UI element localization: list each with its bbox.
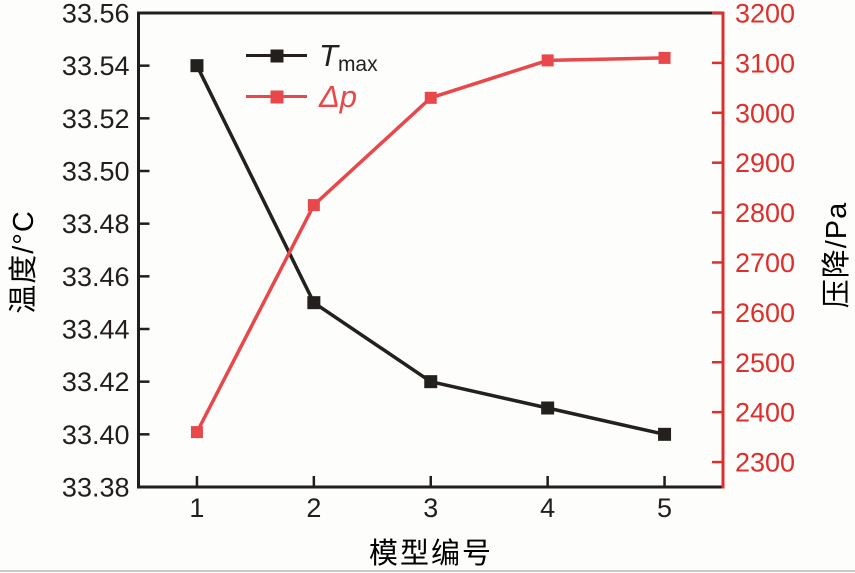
right-axis-title: 压降/Pa: [821, 201, 853, 309]
legend-item-dp: Δp: [246, 76, 378, 117]
left-tick-label: 33.52: [62, 104, 130, 134]
right-tick-label: 3200: [735, 0, 795, 29]
data-point-marker-delta-p: [541, 54, 554, 67]
data-point-marker-delta-p: [190, 426, 203, 439]
legend-label-tmax-subscript: max: [337, 53, 378, 76]
right-tick-label: 2400: [735, 398, 795, 428]
data-point-marker-T_max: [541, 401, 555, 415]
data-point-marker-T_max: [307, 296, 321, 310]
x-tick-label: 3: [423, 493, 438, 523]
scan-edge-line: [0, 570, 855, 572]
x-tick-label: 4: [540, 493, 555, 523]
right-tick-label: 2500: [735, 348, 795, 378]
series-delta-p: [190, 51, 671, 439]
legend-label-dp: Δp: [319, 81, 357, 112]
left-tick-label: 33.50: [62, 157, 130, 187]
data-point-marker-delta-p: [307, 199, 320, 212]
dp-square-marker-icon: [270, 90, 283, 103]
left-tick-label: 33.40: [62, 420, 130, 450]
left-tick-label: 33.38: [62, 473, 130, 503]
x-axis-ticks: 1 2 3 4 5: [189, 476, 672, 523]
data-point-marker-delta-p: [424, 91, 437, 104]
left-tick-label: 33.54: [62, 51, 130, 81]
left-axis-ticks: 33.38 33.40 33.42 33.44 33.46 33.48 33.50 33.52…: [62, 0, 150, 503]
legend-label-dp-symbol: Δp: [319, 79, 358, 114]
plot-frame: [137, 11, 725, 489]
legend-label-tmax-symbol: T: [319, 38, 338, 73]
legend-label-tmax: Tmax: [319, 38, 378, 75]
legend-item-tmax: Tmax: [246, 35, 378, 76]
left-tick-label: 33.42: [62, 367, 130, 397]
x-axis-title: 模型编号: [368, 538, 494, 570]
left-axis-title: 温度/°C: [8, 210, 40, 314]
x-tick-label: 1: [189, 493, 204, 523]
tmax-square-marker-icon: [270, 49, 283, 62]
right-tick-label: 2600: [735, 298, 795, 328]
series-T_max: [190, 59, 672, 441]
x-tick-label: 2: [306, 493, 321, 523]
data-point-marker-T_max: [190, 59, 204, 73]
left-tick-label: 33.48: [62, 209, 130, 239]
tmax-series-swatch: [246, 48, 307, 63]
data-point-marker-delta-p: [658, 51, 671, 64]
left-tick-label: 33.56: [62, 0, 130, 29]
right-tick-label: 2900: [735, 148, 795, 178]
right-tick-label: 3000: [735, 98, 795, 128]
left-tick-label: 33.46: [62, 262, 130, 292]
x-tick-label: 5: [657, 493, 672, 523]
right-tick-label: 3100: [735, 48, 795, 78]
dp-series-swatch: [246, 89, 307, 104]
right-tick-label: 2300: [735, 448, 795, 478]
right-axis-ticks: 2300 2400 2500 2600 2700 2800 2900 3000 3100 3200: [712, 0, 795, 478]
data-point-marker-T_max: [658, 427, 672, 441]
right-tick-label: 2700: [735, 248, 795, 278]
left-tick-label: 33.44: [62, 315, 130, 345]
right-tick-label: 2800: [735, 198, 795, 228]
data-point-marker-T_max: [424, 375, 438, 389]
legend: Tmax Δp: [246, 35, 378, 117]
